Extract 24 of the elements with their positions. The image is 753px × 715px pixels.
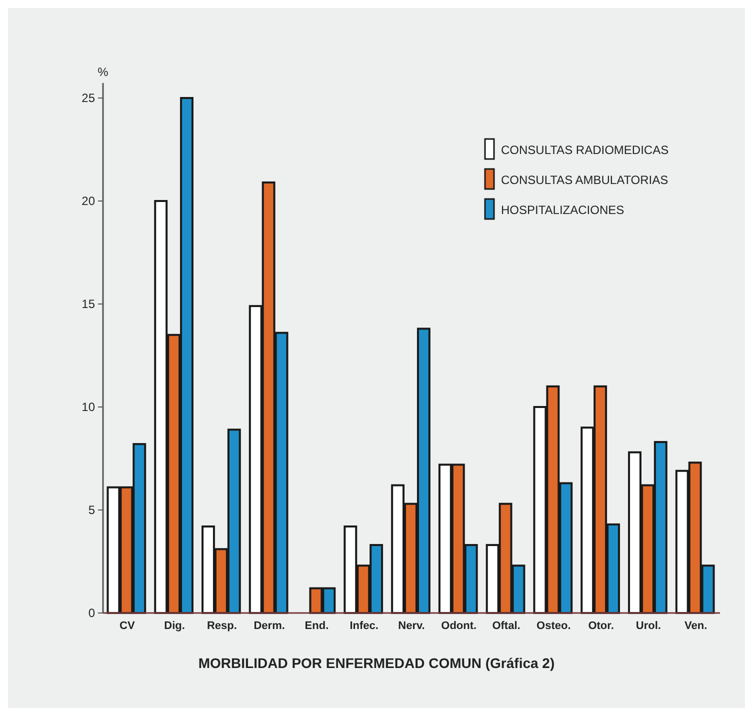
x-tick-label: Infec. [350, 620, 378, 632]
x-tick-label: Odont. [441, 620, 477, 632]
y-tick-label: 5 [88, 503, 96, 518]
y-tick-label: 20 [82, 194, 96, 208]
text: MORBILIDAD POR ENFERMEDAD COMUN (Gráfica 2) [198, 655, 555, 671]
x-tick-label: Osteo. [536, 620, 571, 632]
y-tick-label: 25 [82, 91, 96, 106]
legend-label: CONSULTAS RADIOMEDICAS [501, 143, 669, 157]
x-tick-label: Resp. [206, 620, 237, 632]
y-tick-label: 10 [82, 400, 96, 414]
x-tick-label: Otor. [588, 620, 614, 632]
x-tick-label: Nerv. [398, 620, 425, 632]
x-tick-label: Derm. [254, 620, 285, 632]
y-axis-title: % [98, 65, 109, 79]
y-tick-label: 0 [88, 606, 96, 620]
x-tick-label: End. [304, 620, 329, 632]
x-tick-label: Urol. [636, 620, 661, 632]
x-tick-label: CV [120, 620, 136, 632]
legend-label: HOSPITALIZACIONES [501, 203, 624, 217]
x-tick-label: Dig. [164, 620, 185, 632]
x-tick-label: Oftal. [492, 620, 520, 632]
legend-label: CONSULTAS AMBULATORIAS [501, 173, 668, 187]
x-tick-label: Ven. [684, 620, 708, 632]
y-tick-label: 15 [82, 297, 96, 312]
